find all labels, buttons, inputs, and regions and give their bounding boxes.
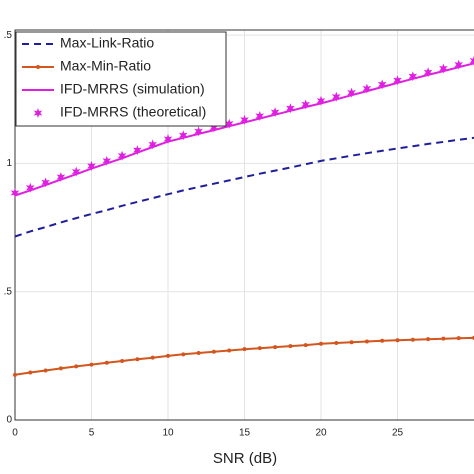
data-point — [120, 358, 125, 363]
data-point — [454, 59, 463, 70]
x-tick-label: 15 — [239, 428, 251, 439]
data-point — [288, 344, 293, 349]
data-point — [439, 63, 448, 74]
legend-marker — [36, 65, 40, 69]
data-point — [148, 139, 157, 150]
data-point — [270, 107, 280, 118]
y-tick-label: 1 — [6, 158, 12, 169]
data-point — [224, 118, 234, 129]
data-point — [194, 126, 203, 137]
x-tick-label: 10 — [162, 428, 174, 439]
data-point — [319, 341, 323, 346]
data-point — [395, 338, 400, 343]
data-point — [87, 161, 96, 171]
data-point — [332, 91, 341, 102]
data-point — [362, 83, 372, 94]
data-point — [364, 339, 369, 344]
data-point — [89, 362, 94, 367]
data-point — [196, 351, 201, 356]
data-point — [240, 114, 249, 125]
data-point — [211, 349, 216, 354]
legend-box — [15, 31, 227, 127]
data-point — [179, 130, 188, 141]
data-point — [133, 145, 142, 156]
data-point — [377, 79, 387, 90]
data-point — [301, 99, 310, 110]
y-tick-label: .5 — [4, 286, 13, 297]
legend-label: IFD-MRRS (theoretical) — [60, 104, 206, 120]
data-point — [117, 150, 127, 161]
data-point — [316, 95, 326, 106]
y-tick-label: .5 — [4, 30, 13, 41]
data-point — [469, 55, 474, 66]
data-point — [349, 340, 354, 345]
x-tick-label: 5 — [89, 428, 95, 439]
data-point — [408, 71, 418, 82]
data-point — [71, 166, 81, 177]
data-point — [74, 364, 79, 369]
data-point — [43, 368, 48, 373]
data-point — [10, 187, 20, 198]
legend-label: IFD-MRRS (simulation) — [60, 81, 205, 97]
data-point — [135, 357, 140, 362]
data-point — [104, 360, 109, 365]
data-point — [423, 67, 433, 78]
data-point — [58, 366, 63, 371]
data-point — [273, 345, 278, 350]
data-point — [150, 355, 155, 360]
data-point — [227, 348, 232, 353]
data-point — [410, 337, 415, 342]
legend-label: Max-Link-Ratio — [60, 35, 154, 51]
data-point — [441, 336, 446, 341]
data-point — [28, 370, 33, 375]
data-point — [41, 177, 50, 188]
data-point — [257, 346, 262, 351]
plot-border — [14, 29, 474, 421]
legend-label: Max-Min-Ratio — [60, 58, 151, 74]
x-tick-label: 0 — [12, 428, 18, 439]
data-point — [56, 172, 66, 182]
y-tick-label: 0 — [6, 415, 12, 426]
x-axis-label: SNR (dB) — [213, 450, 277, 467]
data-point — [347, 87, 356, 98]
data-point — [163, 134, 173, 144]
x-tick-label: 25 — [392, 428, 404, 439]
data-point — [456, 336, 461, 341]
data-point — [393, 75, 402, 86]
data-point — [426, 337, 431, 342]
data-point — [242, 347, 247, 352]
data-point — [102, 155, 112, 166]
data-point — [209, 122, 219, 133]
data-point — [255, 111, 265, 121]
data-point — [303, 343, 308, 348]
legend-marker — [33, 108, 43, 118]
data-point — [166, 353, 170, 358]
x-tick-label: 20 — [315, 428, 327, 439]
data-point — [13, 372, 17, 377]
data-point — [181, 352, 186, 357]
data-point — [286, 103, 295, 114]
data-point — [380, 338, 385, 343]
data-point — [334, 341, 339, 346]
data-point — [26, 182, 35, 193]
